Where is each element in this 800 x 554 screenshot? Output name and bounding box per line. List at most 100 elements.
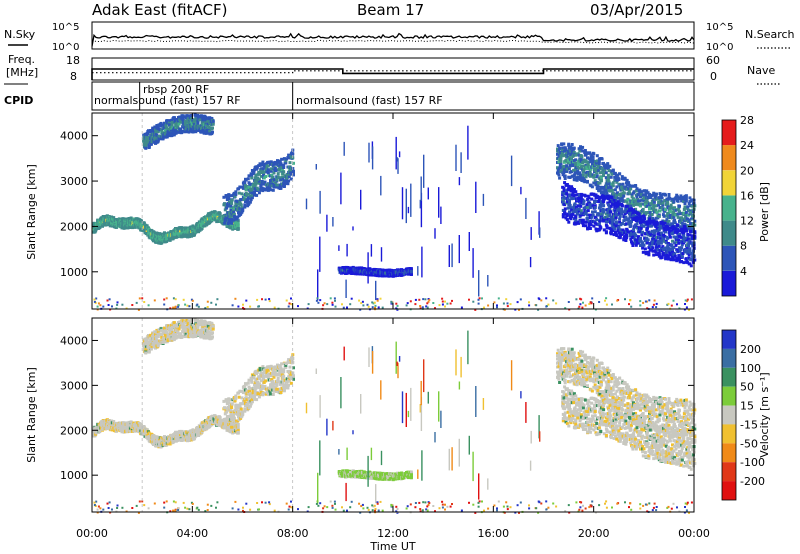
scatter-cell (593, 204, 597, 208)
scatter-cell (687, 202, 691, 206)
scatter-cell (586, 216, 590, 220)
scatter-cell (144, 142, 148, 146)
scatter-cell (597, 197, 601, 201)
scatter-cell (611, 191, 615, 195)
ground-scatter-cell (496, 304, 498, 307)
ground-scatter-cell (261, 298, 263, 301)
ground-scatter-cell (547, 303, 550, 306)
sparse-streak (395, 136, 397, 170)
scatter-cell (570, 143, 574, 146)
nave-series (92, 70, 694, 74)
scatter-cell (640, 224, 644, 227)
scatter-cell (172, 117, 176, 121)
scatter-cell (625, 222, 629, 226)
scatter-cell (570, 149, 574, 153)
scatter-cell (181, 118, 185, 122)
scatter-cell (166, 127, 170, 131)
scatter-cell (569, 206, 573, 210)
scatter-cell (610, 172, 614, 176)
scatter-cell (583, 178, 587, 182)
ground-scatter-cell (362, 304, 365, 307)
scatter-cell (240, 192, 244, 196)
scatter-cell (680, 216, 684, 220)
scatter-cell (112, 216, 116, 220)
scatter-cell (647, 253, 651, 257)
ground-scatter-cell (537, 308, 540, 311)
scatter-cell (622, 191, 626, 195)
scatter-cell (659, 237, 663, 241)
freq-left-tick-bottom: 8 (70, 70, 77, 83)
scatter-cell (167, 237, 171, 241)
ground-scatter-cell (684, 303, 686, 305)
scatter-cell (665, 218, 669, 222)
scatter-cell (586, 198, 590, 201)
scatter-cell (229, 204, 233, 208)
scatter-cell (575, 210, 579, 213)
scatter-cell (631, 184, 635, 188)
scatter-cell (594, 227, 598, 231)
scatter-cell (659, 193, 663, 197)
scatter-cell (687, 253, 691, 256)
scatter-cell (660, 196, 664, 200)
scatter-cell (657, 196, 661, 200)
scatter-cell (691, 249, 695, 253)
ground-scatter-cell (578, 305, 581, 308)
ground-scatter-cell (95, 297, 98, 300)
scatter-cell (566, 161, 570, 165)
scatter-cell (620, 204, 624, 208)
sparse-streak (539, 227, 541, 238)
scatter-cell (223, 221, 227, 225)
scatter-cell (686, 224, 690, 228)
ground-scatter-cell (210, 301, 213, 304)
scatter-cell (626, 203, 630, 207)
scatter-cell (604, 230, 608, 234)
scatter-cell (638, 188, 642, 192)
scatter-cell (667, 212, 671, 216)
sparse-streak (380, 175, 382, 196)
colorbar-segment (722, 270, 736, 296)
scatter-cell (609, 204, 613, 208)
ground-scatter-cell (204, 307, 207, 310)
ground-scatter-cell (285, 299, 288, 302)
ground-scatter-cell (538, 298, 541, 301)
freq-label-bottom: [MHz] (6, 66, 38, 79)
scatter-cell (642, 215, 646, 219)
scatter-cell (580, 176, 584, 180)
cpid-segment-2: rbsp 200 RF (143, 83, 209, 96)
scatter-cell (627, 217, 631, 221)
scatter-cell (587, 220, 591, 224)
scatter-cell (234, 193, 238, 197)
colorbar-segment (722, 220, 736, 246)
scatter-cell (600, 195, 603, 199)
scatter-cell (239, 212, 243, 216)
scatter-cell (176, 126, 180, 130)
sparse-streak (305, 198, 308, 210)
ground-scatter-cell (197, 305, 200, 308)
scatter-cell (170, 132, 174, 136)
scatter-cell (608, 164, 612, 168)
ground-scatter-cell (409, 300, 412, 303)
scatter-cell (608, 182, 612, 186)
sparse-streak (421, 246, 423, 278)
scatter-cell (632, 197, 635, 201)
scatter-cell (686, 232, 690, 236)
scatter-cell (648, 215, 652, 219)
scatter-cell (678, 210, 681, 214)
sparse-streak (455, 144, 457, 171)
ground-scatter-cell (326, 303, 329, 306)
scatter-cell (578, 162, 582, 166)
scatter-cell (604, 171, 608, 175)
scatter-cell (558, 146, 562, 150)
ground-scatter-cell (648, 299, 651, 302)
scatter-cell (245, 194, 249, 198)
sparse-streak (397, 158, 399, 174)
scatter-cell (678, 196, 682, 200)
ground-scatter-cell (165, 297, 168, 300)
scatter-cell (256, 187, 260, 191)
scatter-cell (640, 233, 644, 237)
sparse-streak (410, 183, 412, 217)
colorbar-tick-label: 8 (740, 240, 747, 253)
ground-scatter-cell (177, 304, 180, 307)
scatter-cell (611, 188, 615, 192)
